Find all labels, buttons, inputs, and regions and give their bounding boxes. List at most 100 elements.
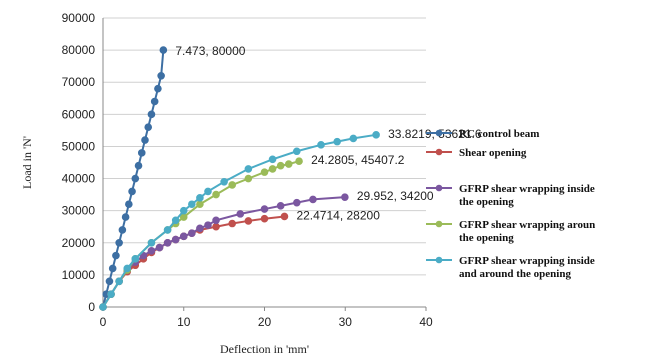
data-point xyxy=(147,238,156,247)
y-tick-label: 60000 xyxy=(62,107,96,121)
data-point xyxy=(159,46,168,54)
x-tick-label: 20 xyxy=(258,315,272,329)
data-point xyxy=(293,198,301,207)
data-point xyxy=(134,161,143,170)
x-tick-label: 40 xyxy=(419,315,433,329)
data-point xyxy=(280,212,289,221)
data-point xyxy=(276,202,285,210)
legend-label: GFRP shear wrapping inside the opening xyxy=(459,183,595,208)
data-point xyxy=(204,187,212,196)
legend-label: GFRP shear wrapping inside and around the… xyxy=(459,255,595,280)
gridlines xyxy=(103,17,426,276)
data-point xyxy=(284,160,293,168)
data-point xyxy=(155,243,164,252)
x-axis-label: Deflection in 'mm' xyxy=(220,342,309,356)
data-point xyxy=(150,97,159,106)
data-point xyxy=(107,290,115,298)
x-tick-label: 0 xyxy=(100,315,107,329)
series-0 xyxy=(99,46,168,311)
data-point xyxy=(196,224,204,233)
data-point xyxy=(276,161,285,170)
y-tick-label: 20000 xyxy=(62,236,96,250)
series-group xyxy=(99,46,380,311)
legend-item-0: RC control beam xyxy=(426,128,539,140)
end-data-label: 24.2805, 45407.2 xyxy=(311,153,405,167)
data-point xyxy=(333,137,341,146)
data-point xyxy=(260,205,269,213)
data-point xyxy=(171,216,180,225)
data-point xyxy=(128,187,136,196)
y-tick-label: 10000 xyxy=(62,268,96,282)
data-point xyxy=(163,226,172,234)
data-point xyxy=(108,264,117,273)
data-point xyxy=(295,157,303,165)
data-point xyxy=(125,200,133,209)
data-point xyxy=(236,210,245,218)
data-point xyxy=(244,217,253,225)
series-1 xyxy=(99,212,289,311)
data-point xyxy=(220,177,228,186)
data-point xyxy=(196,194,204,202)
y-tick-label: 40000 xyxy=(62,172,96,186)
data-point xyxy=(212,190,220,199)
data-point xyxy=(260,168,269,176)
data-point xyxy=(268,155,277,164)
data-point xyxy=(188,200,196,209)
data-point xyxy=(112,251,120,260)
data-point xyxy=(163,238,172,247)
legend-marker xyxy=(435,184,443,192)
series-4 xyxy=(99,131,380,311)
data-point xyxy=(309,195,317,204)
data-point xyxy=(293,147,301,156)
data-point xyxy=(154,84,162,93)
series-line xyxy=(102,160,300,308)
legend-label: RC control beam xyxy=(459,128,539,140)
x-tick-label: 10 xyxy=(177,315,191,329)
end-data-label: 7.473, 80000 xyxy=(175,44,245,58)
legend-item-2: GFRP shear wrapping inside the opening xyxy=(426,183,595,208)
data-point xyxy=(131,255,140,263)
axes xyxy=(102,18,427,311)
y-tick-label: 50000 xyxy=(62,139,96,153)
data-point xyxy=(141,136,149,144)
legend-marker xyxy=(435,148,443,156)
legend-label: GFRP shear wrapping aroun the opening xyxy=(459,219,595,244)
data-point xyxy=(228,219,236,228)
x-tick-labels: 0 10 20 30 40 xyxy=(100,315,433,329)
data-point xyxy=(317,141,325,149)
data-point xyxy=(179,206,188,215)
legend-marker xyxy=(435,129,443,137)
data-point xyxy=(212,216,220,225)
legend-item-4: GFRP shear wrapping inside and around the… xyxy=(426,255,595,280)
data-point xyxy=(131,174,140,183)
legend-marker xyxy=(435,256,443,264)
data-point xyxy=(228,181,236,189)
data-point xyxy=(188,229,196,237)
data-point xyxy=(179,232,188,241)
y-tick-label: 90000 xyxy=(62,11,96,25)
data-point xyxy=(105,277,114,286)
y-tick-label: 70000 xyxy=(62,75,96,89)
data-point xyxy=(341,193,349,201)
legend-item-3: GFRP shear wrapping aroun the opening xyxy=(426,219,595,244)
legend-item-1: Shear opening xyxy=(426,147,527,159)
legend: RC control beam Shear opening GFRP shear w… xyxy=(426,128,595,280)
data-point xyxy=(123,264,132,273)
data-point xyxy=(244,165,253,173)
y-tick-label: 0 xyxy=(88,300,95,314)
data-point xyxy=(268,165,277,173)
data-point xyxy=(349,134,358,143)
data-point xyxy=(99,303,107,311)
legend-marker xyxy=(435,220,443,228)
legend-label: Shear opening xyxy=(459,147,527,159)
x-tick-label: 30 xyxy=(339,315,353,329)
data-point xyxy=(115,238,123,247)
data-point xyxy=(139,251,148,260)
data-point xyxy=(121,213,130,221)
data-point xyxy=(118,226,127,234)
series-3 xyxy=(99,157,303,311)
y-tick-labels: 0 10000 20000 30000 40000 50000 60000 70000 8000… xyxy=(62,11,96,314)
data-point xyxy=(244,174,253,183)
end-data-label: 29.952, 34200 xyxy=(357,189,434,203)
